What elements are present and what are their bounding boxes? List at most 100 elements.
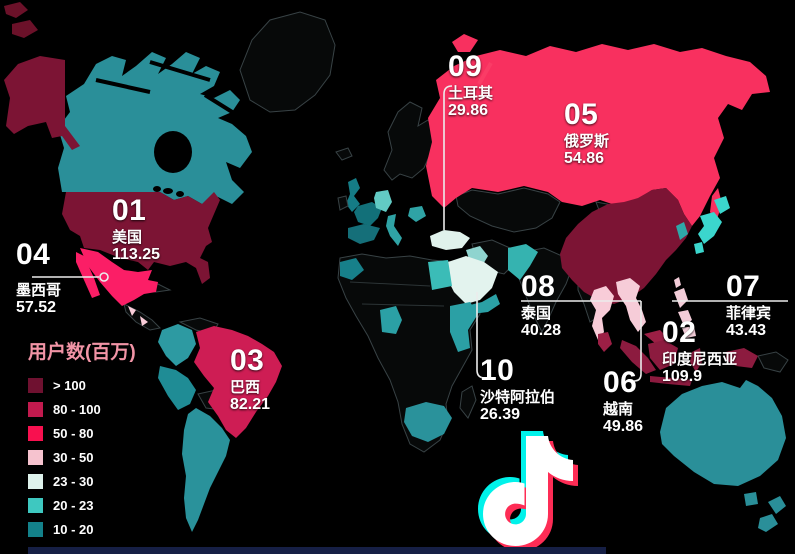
tiktok-logo <box>478 431 578 551</box>
country-japan <box>694 196 730 254</box>
country-egypt <box>428 260 452 290</box>
country-ethiopia <box>450 302 478 352</box>
country-madagascar <box>459 385 477 419</box>
country-kazakhstan <box>455 187 561 233</box>
legend-item: 20 - 23 <box>28 493 136 517</box>
rank-number: 04 <box>16 238 51 271</box>
legend-swatch <box>28 497 43 513</box>
legend-label: 30 - 50 <box>53 449 94 465</box>
country-greenland <box>239 11 336 113</box>
country-turkey <box>430 230 470 250</box>
country-morocco <box>340 258 364 280</box>
bottom-accent-strip <box>28 547 606 554</box>
country-alaska <box>4 56 80 150</box>
country-mexico-baja <box>76 252 100 298</box>
country-name: 美国 <box>112 229 143 246</box>
callout-thailand: 08 泰国 40.28 <box>521 272 561 340</box>
connector-turkey <box>443 85 453 230</box>
connector-vietnam <box>633 301 642 382</box>
country-brazil <box>194 326 282 438</box>
country-spain <box>348 224 380 244</box>
legend-swatch <box>28 425 43 441</box>
rank-number: 08 <box>521 270 556 303</box>
tiktok-logo-white-layer <box>483 436 573 546</box>
country-uk <box>346 178 360 212</box>
country-canada <box>58 52 252 204</box>
country-france <box>354 202 382 226</box>
callout-turkey: 09 土耳其 29.86 <box>448 52 493 120</box>
country-vietnam <box>616 278 646 332</box>
connector-saudi <box>476 292 486 379</box>
country-name: 泰国 <box>521 305 552 322</box>
country-taiwan <box>674 277 681 288</box>
legend-label: 23 - 30 <box>53 473 94 489</box>
legend: 用户数(百万) > 100 80 - 100 50 - 80 30 - 50 2… <box>28 342 136 541</box>
callout-vietnam: 06 越南 49.86 <box>603 368 643 436</box>
rank-number: 09 <box>448 50 483 83</box>
country-ireland <box>337 195 349 211</box>
country-new-zealand <box>758 496 786 532</box>
country-italy <box>386 214 402 246</box>
rank-number: 06 <box>603 366 638 399</box>
user-count: 40.28 <box>521 322 562 339</box>
user-count: 109.9 <box>662 368 703 385</box>
legend-swatch <box>28 473 43 489</box>
callout-indonesia: 02 印度尼西亚 109.9 <box>662 318 737 386</box>
country-russia <box>426 44 770 226</box>
legend-item: 30 - 50 <box>28 445 136 469</box>
region-scandinavia <box>383 101 437 181</box>
user-count: 113.25 <box>112 246 161 263</box>
callout-russia: 05 俄罗斯 54.86 <box>564 100 609 168</box>
callout-philippines: 07 菲律宾 43.43 <box>726 272 771 340</box>
russia-dateline-fragments <box>4 2 38 38</box>
country-australia <box>660 380 786 506</box>
country-thailand <box>590 286 614 340</box>
legend-item: 50 - 80 <box>28 421 136 445</box>
legend-item: 80 - 100 <box>28 397 136 421</box>
user-count: 49.86 <box>603 418 644 435</box>
legend-swatch <box>28 521 43 537</box>
country-saudi-arabia <box>446 256 498 304</box>
country-name: 越南 <box>603 401 634 418</box>
country-name: 土耳其 <box>448 85 494 102</box>
country-balkans <box>408 206 426 222</box>
country-malaysia <box>598 330 668 352</box>
africa-border-line <box>349 281 445 307</box>
country-iceland <box>335 147 353 161</box>
user-count: 57.52 <box>16 299 57 316</box>
country-argentina-chile <box>182 408 230 532</box>
country-mexico <box>80 248 158 306</box>
user-count: 26.39 <box>480 406 521 423</box>
rank-number: 05 <box>564 98 599 131</box>
callout-mexico: 04 墨西哥 57.52 <box>16 240 61 317</box>
turkey-slash-accent <box>477 62 493 85</box>
country-name: 巴西 <box>230 379 261 396</box>
country-name: 墨西哥 <box>16 282 62 299</box>
legend-label: > 100 <box>53 377 86 393</box>
legend-swatch <box>28 449 43 465</box>
user-count: 54.86 <box>564 150 605 167</box>
country-colombia <box>158 324 196 366</box>
country-south-africa <box>404 402 452 442</box>
country-china <box>560 188 692 304</box>
callout-connectors <box>32 62 788 382</box>
callout-brazil: 03 巴西 82.21 <box>230 346 270 414</box>
country-peru <box>158 366 196 410</box>
legend-item: 10 - 20 <box>28 517 136 541</box>
country-indonesia <box>620 340 758 386</box>
country-germany <box>374 190 392 212</box>
country-png <box>757 351 789 373</box>
legend-swatch <box>28 377 43 393</box>
arctic-straits <box>95 60 247 122</box>
user-count: 82.21 <box>230 396 271 413</box>
legend-item: 23 - 30 <box>28 469 136 493</box>
rank-number: 01 <box>112 194 147 227</box>
country-name: 俄罗斯 <box>564 133 610 150</box>
legend-title: 用户数(百万) <box>28 342 136 363</box>
country-name: 沙特阿拉伯 <box>480 389 556 406</box>
country-south-korea <box>676 222 688 240</box>
legend-label: 20 - 23 <box>53 497 94 513</box>
callout-saudi-arabia: 10 沙特阿拉伯 26.39 <box>480 356 555 424</box>
legend-item: > 100 <box>28 373 136 397</box>
